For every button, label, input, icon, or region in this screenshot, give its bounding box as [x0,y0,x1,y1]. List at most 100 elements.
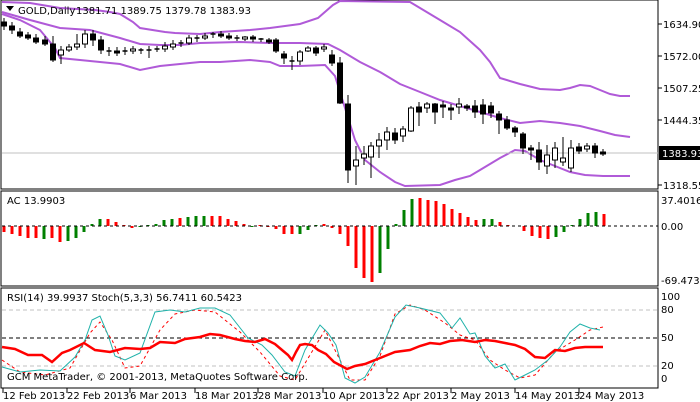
candle [33,37,39,43]
candle [408,107,414,132]
osc-axis-label: 20 [661,361,674,372]
ac-bar [234,221,238,226]
candle [448,107,454,111]
candle [353,159,359,167]
ac-bar [554,226,558,237]
candle [1,21,7,27]
candle [58,49,64,56]
candle [488,105,494,114]
candle [552,147,558,161]
ac-bar [546,226,550,239]
candle [376,139,382,147]
ac-bar [34,226,38,238]
bollinger-bands [1,0,631,188]
candle [162,45,168,50]
candle [368,145,374,158]
candle [9,25,15,31]
ac-bar [18,226,22,236]
ac-indicator-label: AC 13.9903 [7,196,65,207]
ac-panel-frame [0,190,659,287]
candle [98,39,104,51]
candle [329,54,335,64]
ac-bar [386,226,390,249]
candle [226,35,232,39]
candle [42,39,48,45]
time-label: 18 Mar 2013 [195,391,258,402]
candle [384,131,390,141]
candle [242,36,248,40]
time-label: 6 Mar 2013 [130,391,187,402]
ac-bar [202,216,206,226]
ac-bar [10,226,14,234]
ac-bar [418,198,422,226]
ac-bar [2,226,6,232]
ac-bar [442,204,446,226]
ac-bar [290,226,294,234]
candle [186,37,192,44]
ac-bar [282,226,286,234]
ac-bar [530,226,534,236]
ac-bar [162,220,166,226]
candle [313,47,319,54]
ac-bar [362,226,366,278]
ac-bar [50,226,54,238]
ac-bar [474,220,478,226]
bb-middle-line [1,11,631,138]
osc-axis-label: 50 [661,333,674,344]
stoch-signal-line [1,304,604,381]
candle [480,104,486,115]
candle [440,104,446,108]
ac-bar [26,226,30,238]
osc-panel-frame [0,287,659,389]
ac-bar [250,226,254,227]
candle [584,145,590,150]
ohlc-values: 1381.71 1389.75 1379.78 1383.93 [76,6,251,17]
ac-axis-label: 37.4016 [661,196,700,207]
ac-axis-label: 0.00 [661,222,683,233]
price-label: 1507.25 [663,84,700,95]
price-label: 1572.00 [663,52,700,63]
candle [321,46,327,50]
candle [74,43,80,48]
candle [392,132,398,141]
time-label: 22 Feb 2013 [67,391,129,402]
candle [273,39,279,52]
candle [170,43,176,48]
candle [456,103,462,108]
time-label: 10 Apr 2013 [323,391,385,402]
candle [560,157,566,163]
candle [361,153,367,159]
candle [528,147,534,151]
candle [432,103,438,113]
ac-bar [466,217,470,226]
candle [17,31,23,37]
osc-axis-label: 100 [661,292,680,303]
time-label: 12 Feb 2013 [3,391,65,402]
time-label: 2 May 2013 [451,391,510,402]
candle [50,43,56,61]
ac-bar [458,213,462,226]
ac-bar [370,226,374,282]
copyright-text: GCM MetaTrader, © 2001-2013, MetaQuotes … [7,372,308,383]
ac-bar [226,219,230,226]
candle [512,127,518,133]
symbol-title: GOLD,Daily [18,6,75,17]
rsi-line [1,332,603,371]
candle [250,36,256,40]
ac-bar [74,226,78,238]
ac-bar [210,216,214,226]
price-label: 1634.90 [663,20,700,31]
candle [66,46,72,51]
ac-bar [378,226,382,273]
candlesticks [1,18,606,185]
collapse-arrow-icon[interactable] [6,6,14,11]
candle [90,33,96,41]
candle [568,147,574,169]
ac-bar [98,219,102,226]
candle [520,133,526,149]
candle [576,146,582,152]
ac-bar [482,219,486,226]
ac-bar [562,226,566,232]
ac-bar [82,226,86,232]
bb-upper-line [1,0,630,97]
